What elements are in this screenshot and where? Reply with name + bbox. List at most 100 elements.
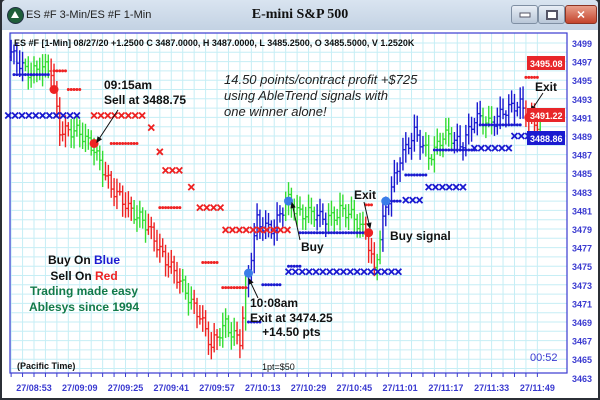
- y-tick-label: 3487: [572, 151, 592, 161]
- stop-dot: [255, 320, 259, 324]
- price-bar: [112, 178, 116, 207]
- price-bar: [201, 305, 205, 332]
- stop-dot: [424, 173, 428, 177]
- price-bar: [295, 194, 299, 227]
- y-tick-label: 3491: [572, 113, 592, 123]
- stop-x-marker: [156, 148, 164, 156]
- price-bar: [310, 197, 313, 225]
- stop-dot: [495, 123, 499, 127]
- stop-dot: [75, 88, 79, 91]
- stop-dot: [461, 148, 465, 152]
- price-bar: [241, 306, 245, 350]
- stop-x-marker: [353, 268, 361, 276]
- price-bar: [235, 321, 239, 345]
- stop-dot: [32, 73, 36, 77]
- x-stroke: [52, 111, 60, 120]
- x-stroke: [284, 268, 293, 276]
- stop-x-marker: [187, 183, 195, 191]
- point-value-label: 1pt=$50: [262, 362, 295, 372]
- stop-dot: [318, 231, 322, 235]
- stop-dot: [467, 148, 471, 152]
- maximize-button[interactable]: [538, 5, 565, 24]
- x-stroke: [161, 166, 170, 175]
- stop-dot: [349, 231, 353, 235]
- stop-dot: [169, 206, 173, 210]
- x-stroke: [97, 111, 105, 120]
- stop-dot: [452, 148, 456, 152]
- price-bar: [330, 200, 333, 226]
- x-stroke: [242, 226, 250, 234]
- price-bar: [352, 200, 356, 233]
- price-bar: [121, 185, 125, 217]
- price-bar: [126, 191, 130, 218]
- price-bar: [78, 119, 82, 148]
- price-bar: [172, 255, 176, 284]
- stop-dot: [432, 148, 436, 152]
- arrow-head: [96, 136, 103, 144]
- x-stroke: [374, 268, 382, 276]
- stop-dot: [252, 320, 256, 324]
- stop-dot: [332, 231, 336, 235]
- stop-x-marker: [11, 111, 19, 120]
- price-tag-label: 3488.86: [530, 134, 563, 144]
- price-bar: [169, 249, 173, 274]
- legend-blue-word: Blue: [94, 253, 121, 267]
- price-bar: [26, 56, 30, 90]
- x-stroke: [415, 196, 424, 204]
- stop-x-marker: [117, 111, 126, 120]
- stop-dot: [204, 260, 208, 264]
- price-bar: [281, 207, 285, 229]
- stop-x-marker: [367, 268, 375, 276]
- minimize-button[interactable]: [511, 5, 538, 24]
- x-stroke: [59, 111, 67, 120]
- price-bar: [189, 286, 193, 310]
- sell-signal-dot: [49, 85, 59, 94]
- price-bar: [473, 117, 476, 134]
- close-button[interactable]: ✕: [565, 5, 597, 24]
- price-bar: [35, 60, 39, 83]
- y-tick-label: 3489: [572, 132, 592, 142]
- stop-dot: [367, 203, 371, 207]
- stop-x-marker: [168, 166, 177, 175]
- x-stroke: [326, 268, 334, 276]
- stop-x-marker: [312, 268, 320, 276]
- stop-dot: [341, 231, 345, 235]
- stop-x-marker: [445, 183, 453, 191]
- stop-dot: [361, 231, 365, 235]
- price-bar: [478, 100, 482, 126]
- price-bar: [307, 194, 310, 224]
- arrow-head: [248, 277, 254, 285]
- price-bar: [470, 116, 473, 142]
- y-tick-label: 3473: [572, 281, 592, 291]
- stop-x-marker: [438, 183, 447, 191]
- annotation-arrow: [290, 201, 301, 241]
- price-bar: [212, 323, 216, 353]
- y-tick-label: 3469: [572, 318, 592, 328]
- y-tick-label: 3479: [572, 225, 592, 235]
- price-bar: [513, 93, 516, 124]
- price-bar: [158, 233, 162, 263]
- stop-dot: [287, 264, 291, 268]
- x-stroke: [117, 111, 126, 120]
- arrow-head: [366, 222, 372, 230]
- title-bar[interactable]: ES #F 3-Min/ES #F 1-Min E-mini S&P 500 ✕: [2, 0, 598, 30]
- y-tick-label: 3471: [572, 299, 592, 309]
- price-bar: [192, 289, 196, 314]
- price-bar: [109, 170, 113, 198]
- price-bar: [433, 136, 436, 173]
- stop-dot: [530, 75, 534, 79]
- stop-x-marker: [25, 111, 33, 120]
- legend-red-word: Red: [95, 268, 118, 283]
- stop-dot: [249, 320, 253, 324]
- x-tick-label: 27/11:01: [383, 383, 418, 393]
- x-stroke: [228, 226, 237, 234]
- stop-x-marker: [332, 268, 341, 276]
- stop-x-marker: [59, 111, 67, 120]
- price-bar: [392, 159, 396, 193]
- profit-line-2: using AbleTrend signals with: [224, 88, 389, 103]
- price-bar: [344, 204, 348, 228]
- x-stroke: [73, 111, 81, 120]
- stop-x-marker: [161, 166, 170, 175]
- x-stroke: [402, 196, 410, 204]
